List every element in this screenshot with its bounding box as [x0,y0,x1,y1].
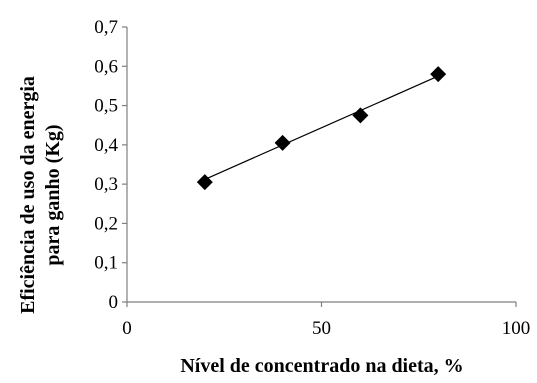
trendline [204,75,439,180]
x-tick-label: 50 [312,318,331,339]
x-axis-title: Nível de concentrado na dieta, % [180,355,463,377]
x-tick-label: 0 [122,318,132,339]
trendline-group [204,75,439,180]
y-tick-label: 0,4 [94,135,118,156]
y-axis-title-line-1: Eficiência de uso da energia [17,76,39,314]
y-tick-label: 0,2 [94,213,118,234]
y-tick-label: 0 [109,292,119,313]
x-axis-ticks: 0 50 100 [122,302,530,339]
y-tick-label: 0,1 [94,253,118,274]
y-tick-label: 0,7 [94,17,118,38]
y-axis-ticks: 0 0,1 0,2 0,3 0,4 0,5 0,6 0,7 [94,17,127,313]
data-point-diamond [352,107,369,124]
y-tick-label: 0,6 [94,56,118,77]
y-axis-title-line-2: para ganho (Kg) [42,124,64,265]
y-axis-title: Eficiência de uso da energia para ganho … [17,76,64,314]
x-tick-label: 100 [502,318,531,339]
data-point-diamond [196,174,213,191]
data-point-diamond [430,66,447,83]
y-tick-label: 0,5 [94,96,118,117]
data-point-diamond [274,134,291,151]
data-points [196,66,447,191]
y-tick-label: 0,3 [94,174,118,195]
